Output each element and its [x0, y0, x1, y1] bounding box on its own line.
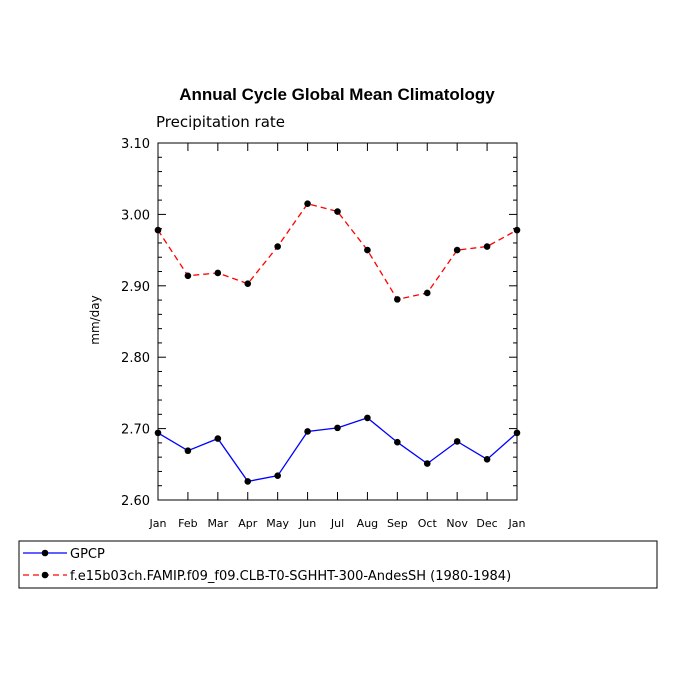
y-tick-label: 3.00 — [121, 208, 150, 223]
y-tick-label: 2.60 — [121, 494, 150, 509]
x-tick-label: Jul — [330, 517, 344, 530]
data-point — [304, 428, 311, 435]
data-point — [394, 438, 401, 446]
data-point — [334, 424, 341, 432]
data-point — [154, 429, 162, 437]
data-point — [483, 456, 491, 463]
chart-title: Annual Cycle Global Mean Climatology — [179, 85, 495, 104]
x-tick-label: Jan — [149, 517, 167, 530]
y-tick-label: 3.10 — [121, 137, 150, 152]
x-tick-label: Sep — [387, 517, 408, 530]
legend-marker — [41, 549, 49, 557]
y-tick-label: 2.70 — [121, 423, 150, 438]
data-point — [423, 460, 431, 467]
legend-label-0: GPCP — [70, 547, 105, 562]
x-tick-label: Apr — [238, 517, 258, 530]
data-point — [244, 280, 252, 287]
series-line-1 — [157, 202, 518, 301]
data-point — [423, 289, 431, 297]
x-tick-label: Mar — [207, 517, 228, 530]
x-tick-label: Nov — [446, 517, 468, 530]
x-tick-label: Jun — [298, 517, 316, 530]
data-point — [364, 414, 371, 422]
y-axis-label: mm/day — [88, 295, 102, 345]
y-tick-label: 2.90 — [121, 280, 150, 295]
data-point — [244, 478, 252, 485]
data-point — [513, 429, 521, 437]
data-point — [184, 447, 192, 455]
y-tick-label: 2.80 — [121, 351, 150, 366]
data-point — [334, 208, 341, 215]
data-point — [184, 272, 192, 280]
data-point — [304, 200, 311, 207]
x-tick-label: Oct — [418, 517, 438, 530]
axes: 2.60 2.70 2.80 2.90 3.00 3.10 Jan Feb Mar Apr May J… — [121, 137, 525, 530]
data-point — [453, 438, 461, 445]
data-point — [364, 246, 371, 254]
chart-subtitle: Precipitation rate — [156, 113, 285, 131]
legend-marker — [41, 571, 49, 579]
x-tick-label: Feb — [178, 517, 197, 530]
legend-box — [18, 540, 658, 589]
legend: GPCP f.e15b03ch.FAMIP.f09_f09.CLB-T0-SGHH… — [23, 547, 511, 584]
data-point — [214, 435, 222, 442]
data-point — [274, 243, 281, 250]
data-point — [513, 226, 521, 234]
x-tick-label: Aug — [357, 517, 378, 530]
data-point — [274, 472, 281, 480]
x-tick-label: May — [266, 517, 289, 530]
series-layer — [154, 200, 521, 485]
data-point — [154, 226, 162, 234]
x-tick-label: Dec — [476, 517, 497, 530]
data-point — [453, 246, 461, 254]
data-point — [214, 269, 222, 277]
legend-label-1: f.e15b03ch.FAMIP.f09_f09.CLB-T0-SGHHT-30… — [70, 569, 511, 584]
data-point — [483, 243, 491, 250]
plot-frame — [157, 142, 518, 501]
data-point — [394, 296, 401, 303]
x-tick-label: Jan — [508, 517, 526, 530]
